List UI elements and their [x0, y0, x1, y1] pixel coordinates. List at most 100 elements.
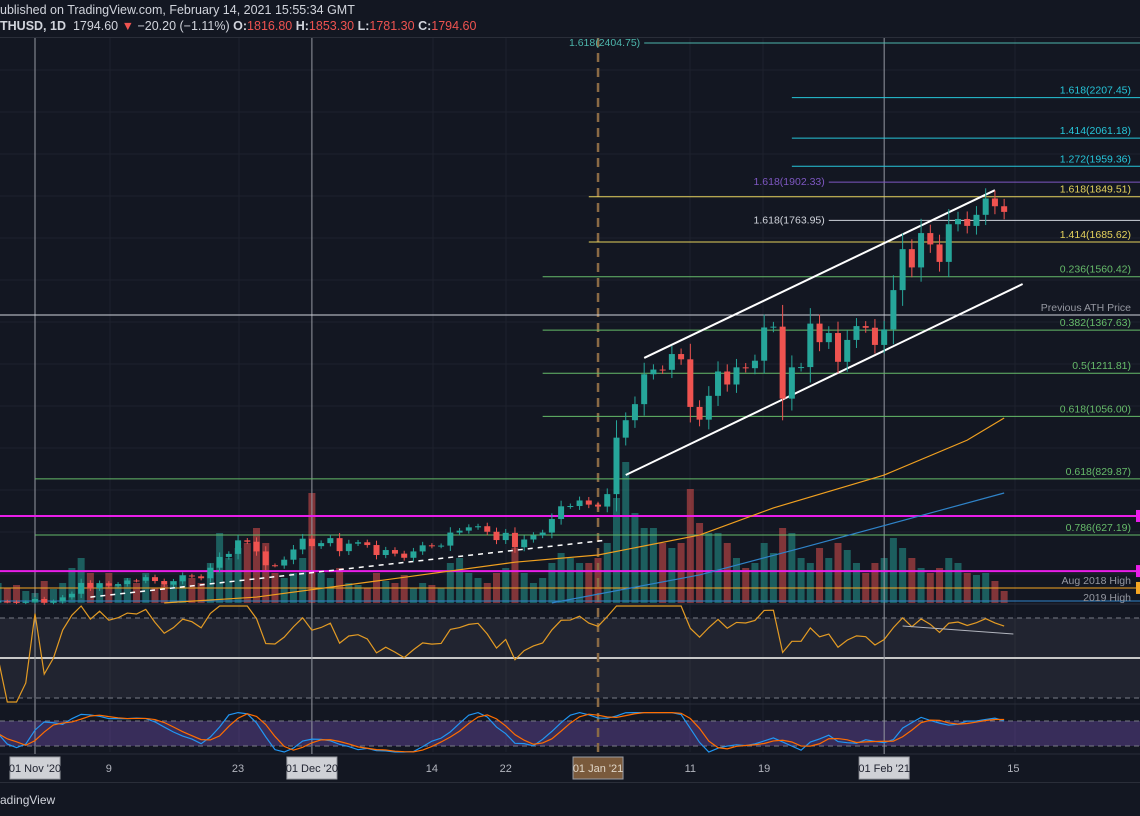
candle-body [816, 323, 823, 343]
candle-body [225, 553, 232, 557]
candle-body [798, 367, 805, 369]
volume-bar [3, 588, 11, 603]
date-tick-label: 9 [106, 763, 112, 775]
fib-level-label: 0.786(627.19) [1066, 522, 1131, 534]
volume-bar [197, 583, 205, 603]
candle-body [982, 198, 989, 215]
fib-level-label: 1.414(1685.62) [1060, 229, 1131, 241]
candle-body [271, 565, 278, 567]
open-label: O: [233, 19, 248, 33]
volume-bar [816, 548, 824, 603]
dashed-support-trendline [90, 539, 608, 598]
volume-bar [419, 583, 427, 603]
fib-levels[interactable]: 1.618(2404.75) 1.618(2207.45) 1.414(2061.1… [0, 37, 1140, 604]
ma-orange-line [164, 417, 1005, 604]
date-label-box [858, 756, 910, 780]
candle-body [216, 556, 223, 568]
volume-bar [945, 558, 953, 603]
candle-body [539, 532, 546, 536]
candle-body [96, 583, 103, 589]
tradingview-brand[interactable]: adingView [0, 793, 56, 807]
candle-body [1001, 206, 1008, 212]
symbol-label[interactable]: THUSD, 1D [0, 19, 66, 33]
indicator-panels [0, 603, 1140, 755]
date-label-box [9, 756, 61, 780]
fib-level-label: 2019 High [1083, 592, 1131, 604]
volume-bar [151, 588, 159, 603]
volume-bar [225, 558, 233, 603]
moving-averages [164, 417, 1005, 604]
candle-body [345, 543, 352, 552]
candle-body [521, 539, 528, 548]
rsi-trendline [902, 625, 1014, 635]
high-value: 1853.30 [308, 19, 355, 33]
volume-bar [871, 563, 879, 603]
candle-body [955, 218, 961, 225]
candle-body [115, 584, 122, 586]
volume-bar [972, 575, 980, 603]
volume-bar [760, 543, 768, 603]
volume-bar [732, 558, 740, 603]
candle-body [502, 532, 509, 541]
volume-bar [769, 553, 777, 603]
date-label-box [286, 756, 338, 780]
candle-body [22, 601, 29, 603]
volume-bar [502, 568, 510, 603]
volume-bar [908, 558, 916, 603]
candle-body [862, 326, 869, 328]
fib-level-label: 0.618(1056.00) [1060, 403, 1131, 415]
candle-body [244, 540, 251, 542]
fib-level-label: 1.272(1959.36) [1060, 153, 1131, 165]
volume-bar [68, 568, 76, 603]
candle-body [705, 395, 712, 420]
candle-body [945, 224, 952, 262]
candle-body [761, 327, 768, 361]
candle-body [207, 567, 214, 579]
volume-bar [751, 563, 759, 603]
candles [0, 188, 1008, 605]
candle-body [355, 542, 362, 544]
candle-body [881, 329, 888, 345]
candle-body [299, 538, 306, 550]
candle-body [13, 601, 20, 603]
volume-bar [160, 585, 168, 603]
candle-body [78, 582, 85, 594]
time-axis[interactable]: 01 Nov '20 9 23 01 Dec '20 14 22 01 Jan '21 11 1… [9, 756, 1020, 780]
volume-bar [557, 553, 565, 603]
candle-body [742, 367, 749, 369]
volume-bar [354, 585, 362, 603]
volume-bar [806, 563, 814, 603]
trendlines[interactable] [90, 189, 1024, 598]
stoch-band [0, 721, 1140, 746]
candle-body [991, 198, 998, 207]
volume-bar [456, 558, 464, 603]
close-value: 1794.60 [431, 19, 477, 33]
candle-body [650, 369, 657, 375]
date-tick-label: 23 [232, 763, 244, 775]
volume-bar [391, 583, 399, 603]
candle-body [631, 404, 638, 421]
candle-body [595, 504, 602, 507]
candle-body [447, 532, 454, 546]
candle-body [410, 551, 417, 558]
candle-body [788, 367, 795, 399]
price-change: −20.20 (−1.11%) [137, 19, 230, 33]
date-tick-label: 14 [426, 763, 438, 775]
date-tick-label: 01 Feb '21 [858, 763, 910, 775]
volume-bar [40, 581, 48, 603]
volume-bar [899, 548, 907, 603]
volume-bar [825, 558, 833, 603]
fib-level-label: 1.618(1763.95) [754, 214, 825, 226]
stoch-k-line [0, 711, 1005, 753]
close-label: C: [418, 19, 432, 33]
fib-level-label: 0.236(1560.42) [1060, 264, 1131, 276]
volume-bar [382, 581, 390, 603]
candle-body [391, 550, 398, 554]
candle-body [927, 233, 934, 245]
volume-bar [529, 583, 537, 603]
fib-level-label: 1.618(2207.45) [1060, 85, 1131, 97]
stoch-rsi-panel [0, 711, 1005, 753]
candle-body [530, 535, 537, 540]
candle-body [401, 553, 408, 558]
